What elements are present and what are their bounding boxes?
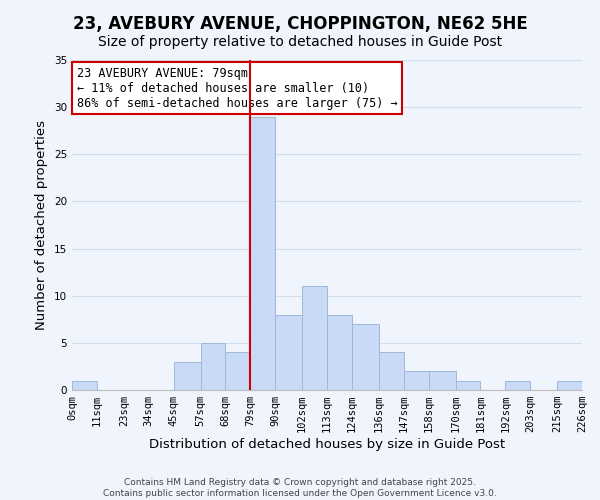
Bar (275, 314, 302, 390)
Bar (200, 343, 226, 390)
Bar (404, 371, 428, 390)
Bar (352, 324, 379, 390)
Bar (173, 362, 200, 390)
Bar (379, 352, 404, 390)
Bar (226, 352, 250, 390)
Text: Contains HM Land Registry data © Crown copyright and database right 2025.
Contai: Contains HM Land Registry data © Crown c… (103, 478, 497, 498)
Bar (428, 371, 455, 390)
Bar (250, 116, 275, 390)
Text: 23 AVEBURY AVENUE: 79sqm
← 11% of detached houses are smaller (10)
86% of semi-d: 23 AVEBURY AVENUE: 79sqm ← 11% of detach… (77, 66, 398, 110)
Bar (327, 314, 352, 390)
Text: Size of property relative to detached houses in Guide Post: Size of property relative to detached ho… (98, 35, 502, 49)
X-axis label: Distribution of detached houses by size in Guide Post: Distribution of detached houses by size … (149, 438, 505, 451)
Bar (557, 380, 582, 390)
Bar (505, 380, 530, 390)
Y-axis label: Number of detached properties: Number of detached properties (35, 120, 49, 330)
Bar (455, 380, 481, 390)
Bar (72, 380, 97, 390)
Text: 23, AVEBURY AVENUE, CHOPPINGTON, NE62 5HE: 23, AVEBURY AVENUE, CHOPPINGTON, NE62 5H… (73, 15, 527, 33)
Bar (302, 286, 327, 390)
